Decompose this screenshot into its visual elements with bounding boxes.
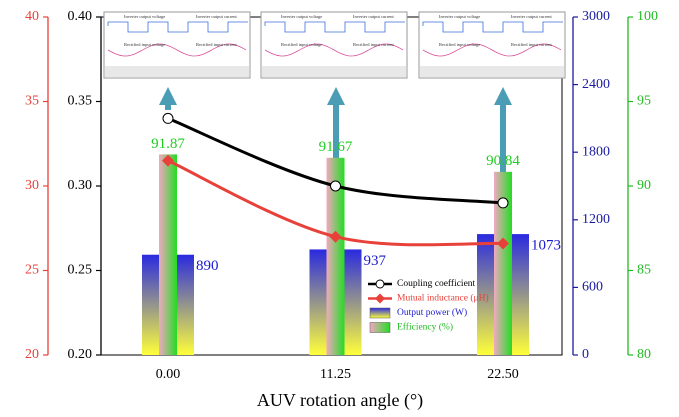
legend-swatch <box>369 322 391 333</box>
y-tick-label: 1200 <box>582 212 610 227</box>
y-tick-label: 3000 <box>582 9 610 24</box>
y-tick-label: 0.25 <box>68 263 93 278</box>
inset-label: Inverter output voltage <box>439 14 480 19</box>
efficiency-label: 90.84 <box>486 153 520 169</box>
y-tick-label: 95 <box>637 94 651 109</box>
inset-trace <box>422 43 562 57</box>
inset-trace <box>107 21 248 33</box>
y-tick-label: 20 <box>25 347 39 362</box>
efficiency-bar <box>326 157 345 355</box>
inset-trace <box>422 21 563 33</box>
inset-screenshot: Inverter output voltage Inverter output c… <box>260 11 408 79</box>
legend-swatch <box>375 279 385 289</box>
inset-trace <box>264 21 405 33</box>
inset-label: Rectified input voltage <box>439 42 480 47</box>
y-tick-label: 100 <box>637 9 658 24</box>
inset-trace <box>107 43 247 57</box>
inset-screenshot: Inverter output voltage Inverter output c… <box>103 11 251 79</box>
inset-label: Inverter output voltage <box>124 14 165 19</box>
legend-label: Coupling coefficient <box>397 278 476 289</box>
point-marker <box>330 180 341 192</box>
inset-label: Rectified input current <box>353 42 394 47</box>
efficiency-bar <box>159 154 177 355</box>
y-tick-label: 0.30 <box>68 178 93 193</box>
inset-label: Rectified input current <box>196 42 237 47</box>
legend-swatch <box>375 293 385 304</box>
y-tick-label: 1800 <box>582 144 610 159</box>
legend-swatch <box>369 307 391 319</box>
y-tick-label: 600 <box>582 280 603 295</box>
legend-label: Efficiency (%) <box>397 322 453 333</box>
x-tick-label: 22.50 <box>487 367 519 382</box>
point-marker <box>329 230 342 243</box>
point-marker <box>162 154 174 167</box>
y-tick-label: 0.35 <box>68 94 93 109</box>
point-marker <box>497 237 509 250</box>
point-marker <box>162 112 174 124</box>
power-label: 1073 <box>531 238 561 254</box>
inset-label: Inverter output voltage <box>281 14 322 19</box>
inset-label: Inverter output current <box>511 14 552 19</box>
x-tick-label: 11.25 <box>320 367 351 382</box>
efficiency-label: 91.67 <box>319 139 353 155</box>
y-tick-label: 0.40 <box>68 9 93 24</box>
x-tick-label: 0.00 <box>156 367 181 382</box>
y-tick-label: 0 <box>582 347 589 362</box>
legend-label: Output power (W) <box>397 307 467 318</box>
y-tick-label: 0.20 <box>68 347 93 362</box>
inset-status-bar <box>262 66 406 77</box>
inset-screenshot: Inverter output voltage Inverter output c… <box>418 11 566 79</box>
y-tick-label: 40 <box>25 9 39 24</box>
inset-label: Rectified input voltage <box>124 42 165 47</box>
inset-label: Rectified input current <box>511 42 552 47</box>
y-tick-label: 90 <box>637 178 651 193</box>
power-label: 890 <box>196 258 219 274</box>
inset-status-bar <box>420 66 564 77</box>
power-label: 937 <box>364 253 387 269</box>
y-tick-label: 2400 <box>582 77 610 92</box>
inset-trace <box>264 43 404 57</box>
point-marker <box>497 197 509 209</box>
y-tick-label: 30 <box>25 178 39 193</box>
y-tick-label: 80 <box>637 347 651 362</box>
legend-label: Mutual inductance (μH) <box>397 293 489 304</box>
x-axis-label: AUV rotation angle (°) <box>257 390 423 411</box>
inset-label: Inverter output current <box>196 14 237 19</box>
efficiency-label: 91.87 <box>151 136 185 152</box>
y-tick-label: 35 <box>25 94 39 109</box>
y-tick-label: 85 <box>637 263 651 278</box>
inset-label: Rectified input voltage <box>281 42 322 47</box>
inset-label: Inverter output current <box>353 14 394 19</box>
efficiency-bar <box>494 171 512 355</box>
inset-status-bar <box>105 66 249 77</box>
y-tick-label: 25 <box>25 263 39 278</box>
